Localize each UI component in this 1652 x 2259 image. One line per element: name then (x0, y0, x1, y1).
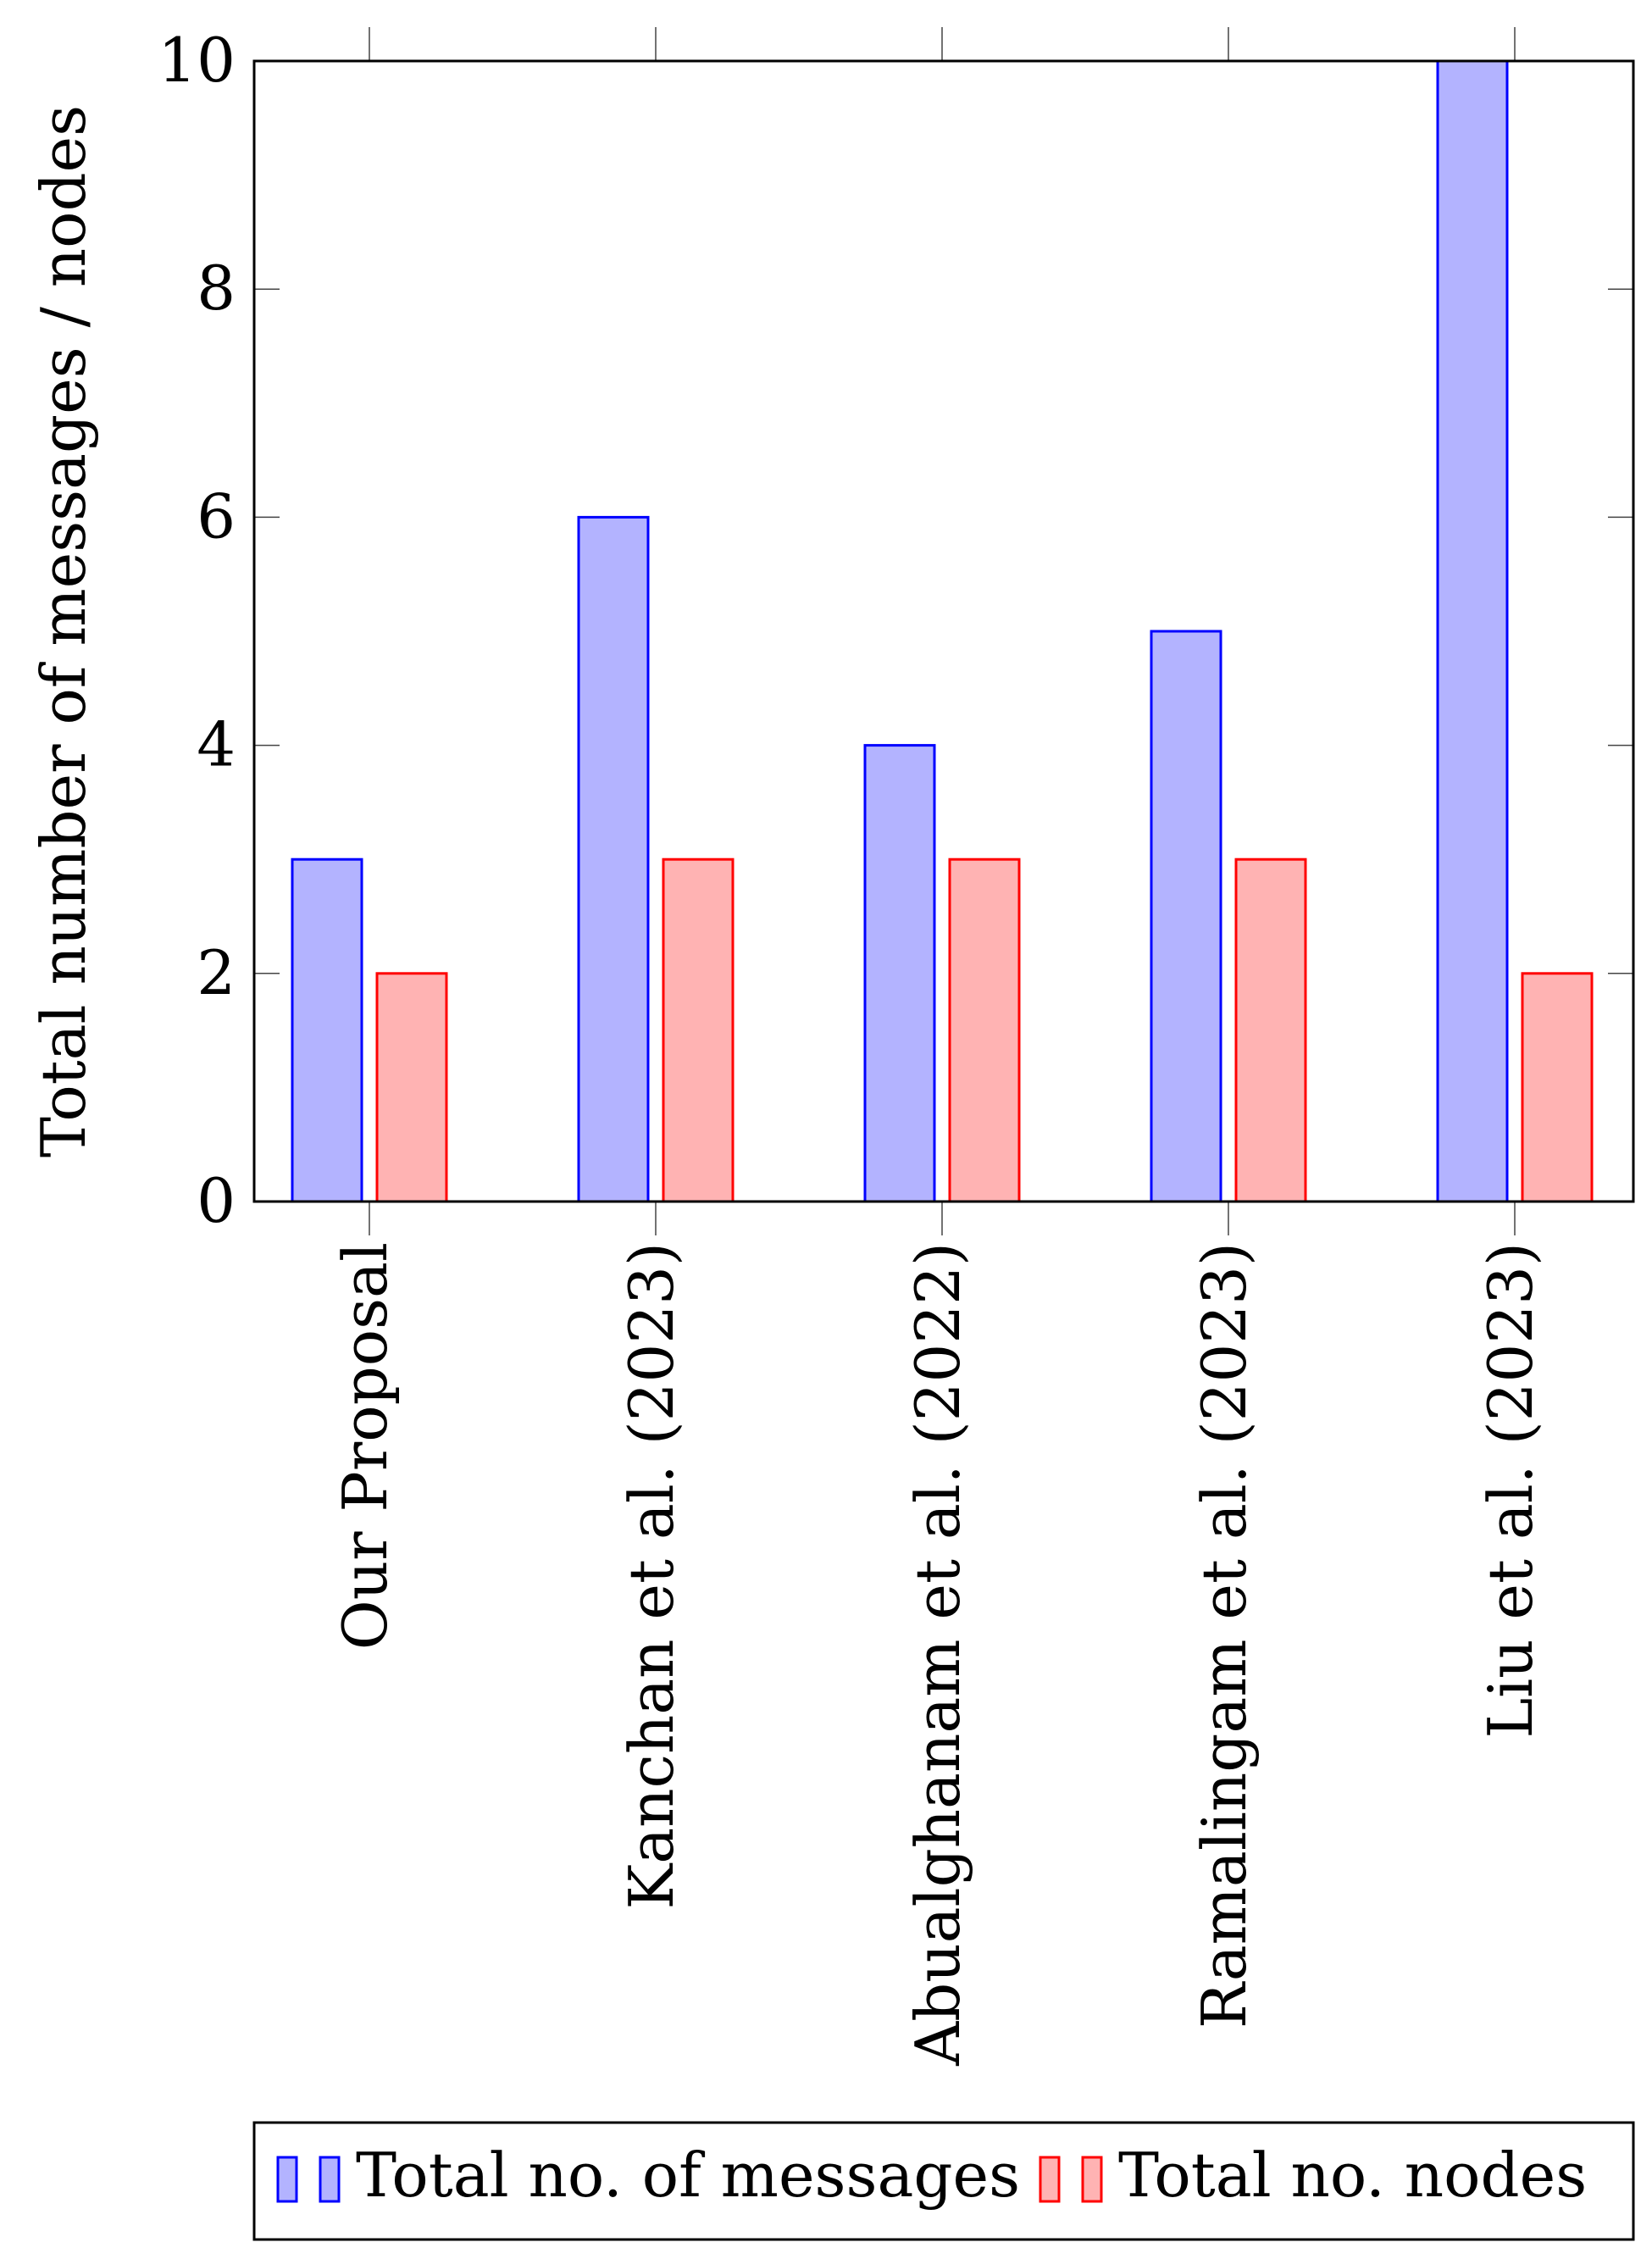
x-tick-label: Ramalingam et al. (2023) (1189, 1242, 1260, 2029)
bar-nodes-3 (1234, 858, 1307, 1203)
x-tick-labels: Our Proposal Kanchan et al. (2023) Abualgh… (330, 1242, 1546, 2067)
bar-nodes-1 (662, 858, 735, 1203)
bar-messages-4 (1436, 59, 1509, 1203)
legend-swatch (319, 2156, 341, 2203)
x-tick-label: Kanchan et al. (2023) (616, 1242, 687, 1910)
axis-frame (252, 59, 1635, 1203)
bar-messages-0 (291, 858, 363, 1203)
y-tick-label: 6 (197, 480, 236, 552)
bar-nodes-4 (1521, 972, 1594, 1203)
legend: Total no. of messages Total no. nodes (252, 2121, 1635, 2241)
x-tick-label: Abualghanam et al. (2022) (902, 1242, 973, 2067)
legend-box (252, 2121, 1635, 2241)
y-tick-label: 8 (197, 253, 236, 324)
axis-ticks (254, 27, 1633, 1235)
legend-swatch (1081, 2156, 1103, 2203)
bars (291, 59, 1594, 1203)
bar-messages-3 (1150, 630, 1222, 1203)
bar-nodes-2 (948, 858, 1021, 1203)
bar-messages-2 (863, 744, 936, 1203)
x-tick-label: Liu et al. (2023) (1475, 1242, 1546, 1739)
x-tick-label: Our Proposal (330, 1242, 401, 1650)
y-axis-label: Total number of messages / nodes (28, 105, 99, 1157)
legend-swatch (276, 2156, 298, 2203)
y-tick-label: 10 (158, 25, 236, 96)
bar-messages-1 (577, 515, 650, 1203)
y-tick-label: 0 (197, 1165, 236, 1236)
y-tick-labels: 0 2 4 6 8 10 (158, 25, 236, 1236)
legend-label-messages: Total no. of messages (356, 2140, 1020, 2211)
y-tick-label: 4 (197, 709, 236, 780)
y-tick-label: 2 (197, 937, 236, 1008)
legend-swatch (1039, 2156, 1061, 2203)
bar-nodes-0 (375, 972, 448, 1203)
legend-label-nodes: Total no. nodes (1118, 2140, 1587, 2211)
